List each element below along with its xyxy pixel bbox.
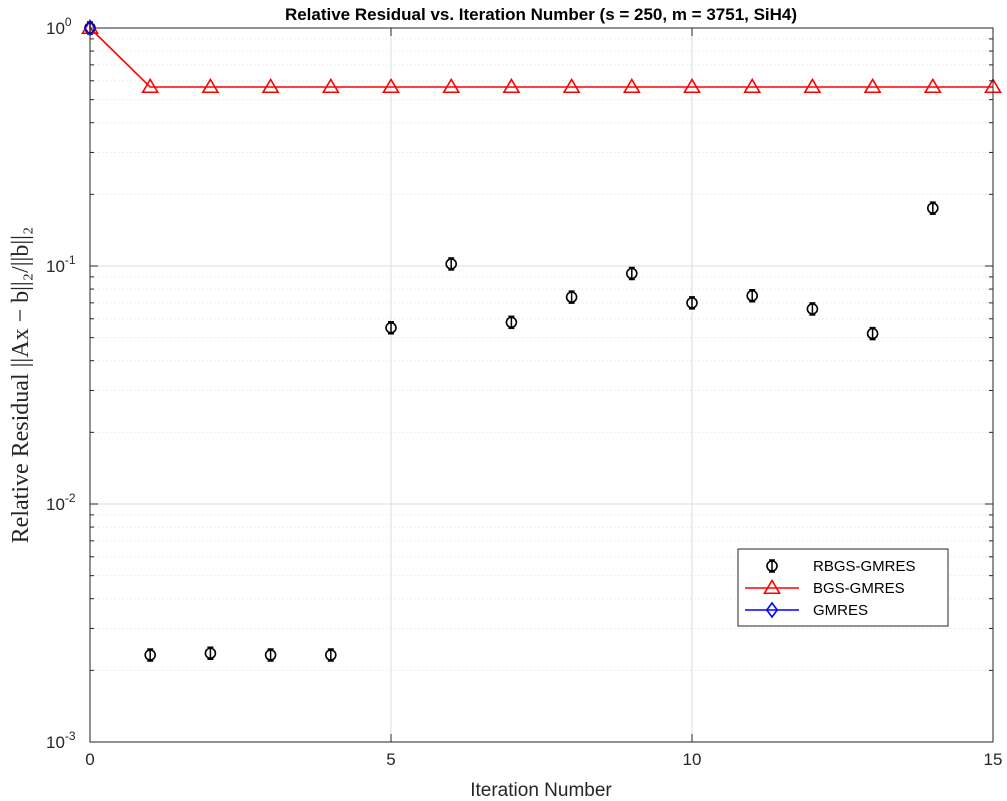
legend-entry-rbgs-gmres: RBGS-GMRES bbox=[766, 558, 916, 575]
data-point-bgs-gmres bbox=[743, 77, 762, 94]
y-tick-label: 100 bbox=[46, 15, 72, 38]
circle-marker bbox=[766, 560, 778, 572]
series-line-bgs-gmres bbox=[89, 27, 993, 88]
data-point-rbgs-gmres bbox=[746, 288, 759, 303]
data-point-rbgs-gmres bbox=[385, 321, 397, 335]
data-point-bgs-gmres bbox=[622, 77, 641, 94]
circle-marker bbox=[806, 303, 819, 315]
plot-area bbox=[90, 28, 993, 742]
data-point-bgs-gmres bbox=[321, 77, 340, 94]
x-axis-label: Iteration Number bbox=[470, 780, 612, 801]
circle-marker bbox=[625, 267, 638, 280]
circle-marker bbox=[324, 649, 337, 661]
data-point-bgs-gmres bbox=[683, 77, 701, 94]
grid bbox=[90, 28, 993, 742]
plot-frame bbox=[89, 27, 994, 743]
circle-marker bbox=[385, 321, 397, 334]
x-tick-label: 5 bbox=[386, 750, 395, 769]
data-point-rbgs-gmres bbox=[264, 648, 277, 662]
circle-marker bbox=[565, 291, 578, 303]
data-point-bgs-gmres bbox=[141, 77, 160, 94]
data-point-rbgs-gmres bbox=[806, 302, 819, 316]
y-axis-label: Relative Residual ||Ax − b||₂/||b||₂ bbox=[8, 227, 34, 544]
legend: RBGS-GMRES BGS-GMRES GMRES bbox=[737, 548, 949, 627]
data-point-rbgs-gmres bbox=[926, 201, 939, 215]
circle-marker bbox=[144, 649, 156, 661]
legend-label: GMRES bbox=[813, 602, 868, 619]
circle-marker bbox=[445, 258, 458, 270]
x-tick-label: 15 bbox=[984, 750, 1003, 769]
data-point-bgs-gmres bbox=[261, 77, 280, 94]
y-tick-label: 10-3 bbox=[46, 729, 76, 752]
legend-label: BGS-GMRES bbox=[813, 580, 905, 597]
data-point-rbgs-gmres bbox=[505, 315, 518, 330]
circle-marker bbox=[926, 202, 939, 214]
data-point-rbgs-gmres bbox=[445, 257, 458, 271]
data-point-rbgs-gmres bbox=[866, 326, 879, 341]
data-point-bgs-gmres bbox=[442, 77, 461, 94]
data-point-bgs-gmres bbox=[863, 77, 882, 94]
circle-marker bbox=[746, 289, 759, 302]
data-point-rbgs-gmres bbox=[324, 648, 337, 662]
legend-marker bbox=[766, 559, 778, 573]
legend-entry-gmres: GMRES bbox=[745, 601, 868, 619]
data-point-rbgs-gmres bbox=[204, 646, 217, 660]
data-point-rbgs-gmres bbox=[144, 648, 156, 662]
y-tick-label: 10-1 bbox=[46, 253, 76, 276]
ticks: 0 5 10 15 10-3 10-2 10-1 100 bbox=[46, 15, 1002, 769]
circle-marker bbox=[505, 316, 518, 329]
data-point-rbgs-gmres bbox=[686, 296, 698, 310]
legend-label: RBGS-GMRES bbox=[813, 558, 916, 575]
data-point-bgs-gmres bbox=[923, 77, 942, 94]
data-point-bgs-gmres bbox=[502, 77, 521, 94]
data-point-bgs-gmres bbox=[562, 77, 581, 94]
data-point-bgs-gmres bbox=[803, 77, 822, 94]
data-point-bgs-gmres bbox=[201, 77, 220, 94]
y-tick-label: 10-2 bbox=[46, 491, 76, 514]
legend-marker bbox=[765, 601, 779, 619]
x-tick-label: 10 bbox=[683, 750, 702, 769]
legend-entry-bgs-gmres: BGS-GMRES bbox=[745, 578, 905, 597]
data-point-rbgs-gmres bbox=[565, 290, 578, 304]
circle-marker bbox=[204, 647, 217, 660]
circle-marker bbox=[264, 649, 277, 661]
circle-marker bbox=[866, 327, 879, 340]
legend-marker bbox=[763, 578, 781, 595]
data-point-bgs-gmres bbox=[382, 77, 400, 94]
data-point-rbgs-gmres bbox=[625, 266, 638, 281]
circle-marker bbox=[686, 297, 698, 309]
x-tick-label: 0 bbox=[85, 750, 94, 769]
chart-title: Relative Residual vs. Iteration Number (… bbox=[285, 5, 797, 24]
